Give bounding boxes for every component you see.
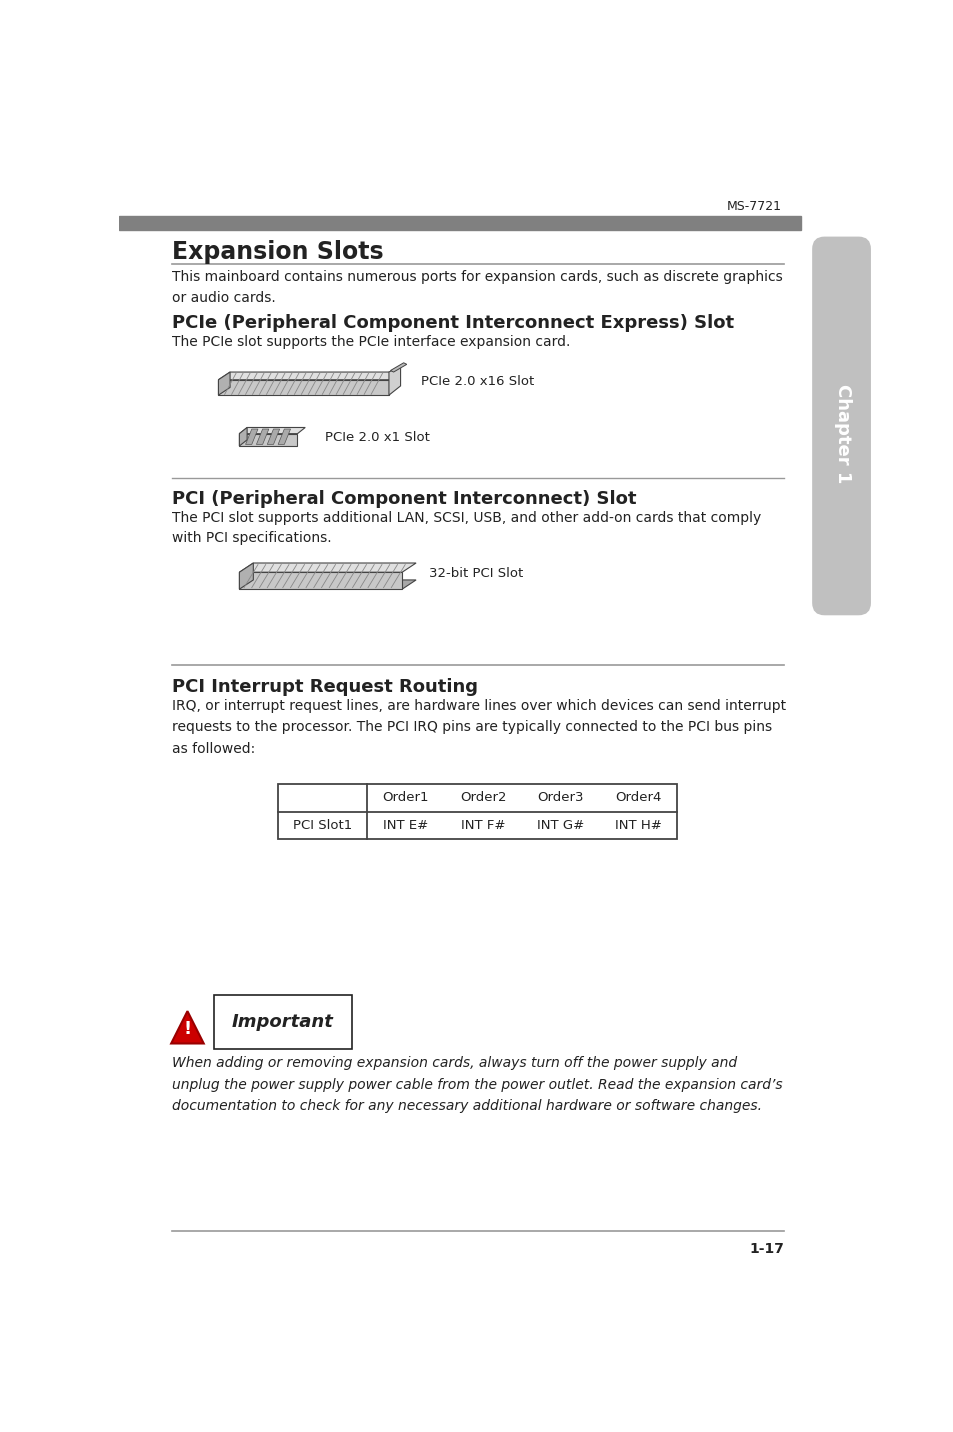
Text: Order2: Order2 [459, 792, 506, 805]
Text: PCIe (Peripheral Component Interconnect Express) Slot: PCIe (Peripheral Component Interconnect … [172, 314, 733, 332]
Text: PCIe 2.0 x1 Slot: PCIe 2.0 x1 Slot [324, 431, 429, 444]
Text: 32-bit PCI Slot: 32-bit PCI Slot [429, 567, 523, 580]
Polygon shape [239, 580, 416, 589]
Text: INT F#: INT F# [460, 819, 505, 832]
Polygon shape [218, 379, 389, 395]
Polygon shape [239, 434, 297, 445]
FancyBboxPatch shape [812, 238, 869, 614]
Text: !: ! [183, 1020, 192, 1038]
Polygon shape [239, 573, 402, 589]
Polygon shape [239, 563, 416, 573]
Polygon shape [239, 428, 247, 445]
Text: Order3: Order3 [537, 792, 583, 805]
Text: PCI Interrupt Request Routing: PCI Interrupt Request Routing [172, 679, 477, 696]
Text: The PCI slot supports additional LAN, SCSI, USB, and other add-on cards that com: The PCI slot supports additional LAN, SC… [172, 511, 760, 546]
Text: 1-17: 1-17 [748, 1242, 783, 1256]
Polygon shape [239, 563, 253, 589]
Polygon shape [267, 430, 279, 444]
Text: MS-7721: MS-7721 [726, 199, 781, 212]
Polygon shape [218, 372, 230, 395]
Text: This mainboard contains numerous ports for expansion cards, such as discrete gra: This mainboard contains numerous ports f… [172, 271, 781, 305]
Text: INT E#: INT E# [383, 819, 428, 832]
Text: PCI Slot1: PCI Slot1 [293, 819, 352, 832]
Text: Important: Important [232, 1012, 334, 1031]
Polygon shape [171, 1011, 204, 1044]
Polygon shape [278, 430, 291, 444]
Polygon shape [245, 430, 257, 444]
Bar [278, 783, 677, 839]
Polygon shape [256, 430, 269, 444]
Text: Order4: Order4 [615, 792, 661, 805]
Text: INT H#: INT H# [615, 819, 661, 832]
Polygon shape [218, 372, 400, 379]
Text: Expansion Slots: Expansion Slots [172, 239, 383, 263]
Text: IRQ, or interrupt request lines, are hardware lines over which devices can send : IRQ, or interrupt request lines, are har… [172, 699, 785, 756]
Polygon shape [390, 362, 406, 372]
Text: The PCIe slot supports the PCIe interface expansion card.: The PCIe slot supports the PCIe interfac… [172, 335, 570, 349]
Polygon shape [389, 367, 400, 395]
Text: INT G#: INT G# [537, 819, 584, 832]
Text: Chapter 1: Chapter 1 [833, 384, 851, 484]
Text: PCIe 2.0 x16 Slot: PCIe 2.0 x16 Slot [421, 375, 535, 388]
Text: When adding or removing expansion cards, always turn off the power supply and
un: When adding or removing expansion cards,… [172, 1055, 781, 1113]
Bar [119, 216, 801, 229]
Text: PCI (Peripheral Component Interconnect) Slot: PCI (Peripheral Component Interconnect) … [172, 490, 636, 508]
Text: Order1: Order1 [382, 792, 429, 805]
Polygon shape [239, 428, 305, 434]
